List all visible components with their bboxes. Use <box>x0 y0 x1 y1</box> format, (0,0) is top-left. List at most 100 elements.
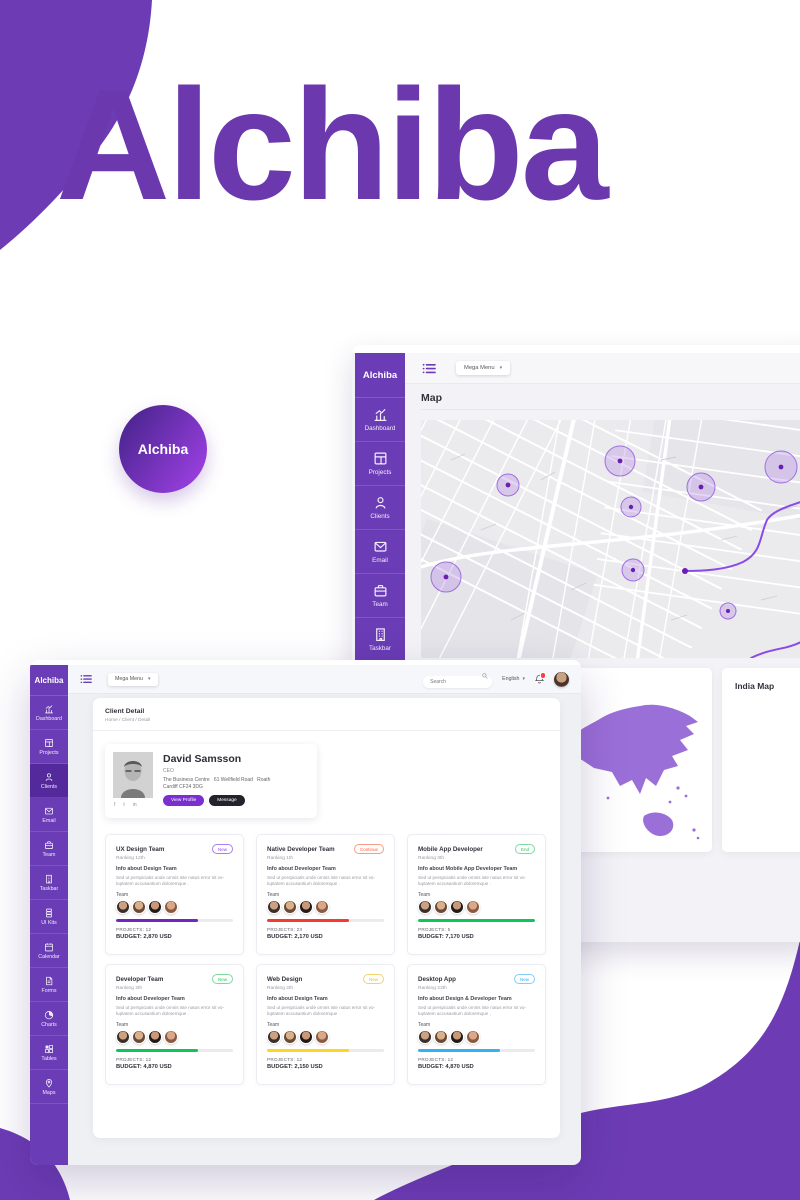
linkedin-icon[interactable]: in <box>132 802 137 808</box>
street-map[interactable] <box>421 420 800 658</box>
sidebar-item-label: Email <box>42 817 56 824</box>
sidebar-item-label: Taskbar <box>368 645 392 652</box>
avatar <box>466 1029 480 1044</box>
avatar <box>434 1029 448 1044</box>
ranking-label: Ranking 23th <box>418 986 447 991</box>
sidebar-item-email[interactable]: Email <box>355 530 405 574</box>
sidebar-item-label: Dashboard <box>364 425 396 432</box>
team-avatars <box>116 1029 233 1044</box>
sidebar-item-dashboard[interactable]: Dashboard <box>355 398 405 442</box>
sidebar-item-projects[interactable]: Projects <box>30 730 68 764</box>
progress-bar <box>267 918 384 922</box>
status-badge: End <box>514 844 535 854</box>
sidebar-item-forms[interactable]: Forms <box>30 968 68 1002</box>
budget-stat: BUDGET: 2,170 USD <box>267 934 384 940</box>
clients-icon <box>373 495 388 510</box>
sidebar-item-team[interactable]: Team <box>355 574 405 618</box>
sidebar-item-ui-kits[interactable]: UI Kits <box>30 900 68 934</box>
facebook-icon[interactable]: f <box>114 802 116 808</box>
team-avatars <box>418 899 535 914</box>
menu-toggle-icon[interactable] <box>422 362 436 374</box>
india-map-card: India Map <box>722 668 800 852</box>
mega-menu-button[interactable]: Mega Menu ▾ <box>108 672 158 686</box>
sidebar-item-tables[interactable]: Tables <box>30 1036 68 1070</box>
avatar <box>315 1029 329 1044</box>
projects-stat: PROJECTS: 5 <box>418 927 535 932</box>
info-title: Info about Design Team <box>267 996 328 1002</box>
sidebar-item-label: Clients <box>370 513 390 520</box>
sidebar-item-taskbar[interactable]: Taskbar <box>30 866 68 900</box>
ranking-label: Ranking 1th <box>267 856 294 861</box>
progress-fill <box>267 1048 349 1052</box>
sidebar-item-clients[interactable]: Clients <box>355 486 405 530</box>
avatar <box>315 899 329 914</box>
card-description: Sed ut perspiciatis unde omnis iste natu… <box>418 875 527 887</box>
sidebar-item-team[interactable]: Team <box>30 832 68 866</box>
twitter-icon[interactable]: t <box>123 802 125 808</box>
team-card-title: Developer Team <box>116 975 164 983</box>
maps-icon <box>44 1078 54 1088</box>
notifications-bell-icon[interactable] <box>535 672 546 684</box>
progress-fill <box>418 1048 500 1052</box>
projects-label: PROJECTS: <box>267 1056 296 1062</box>
breadcrumb[interactable]: Home / Client / Detail <box>105 718 151 723</box>
team-card-title: Web Design <box>267 975 303 983</box>
avatar <box>450 1029 464 1044</box>
card-description: Sed ut perspiciatis unde omnis iste natu… <box>267 1005 376 1017</box>
back-dashboard-screenshot: Alchiba Dashboard Projects Clients Email… <box>352 345 800 942</box>
progress-bar <box>116 918 233 922</box>
client-name: David Samsson <box>163 753 242 765</box>
notification-dot <box>539 672 546 679</box>
projects-stat: PROJECTS: 12 <box>116 1057 233 1062</box>
menu-toggle-icon[interactable] <box>80 674 92 684</box>
projects-value: 23 <box>296 926 303 932</box>
team-label: Team <box>267 1021 280 1028</box>
info-title: Info about Developer Team <box>267 866 336 872</box>
sidebar-item-clients[interactable]: Clients <box>30 764 68 798</box>
projects-label: PROJECTS: <box>418 926 447 932</box>
top-header-bar: Mega Menu ▾ <box>405 353 800 384</box>
projects-label: PROJECTS: <box>116 926 145 932</box>
budget-value: 2,870 USD <box>143 933 172 940</box>
search-box <box>423 670 493 688</box>
info-title: Info about Design & Developer Team <box>418 996 512 1002</box>
calendar-icon <box>44 942 54 952</box>
sidebar-item-label: Projects <box>39 749 59 756</box>
decorative-blob-bottom-right <box>374 940 800 1200</box>
budget-value: 4,870 USD <box>445 1063 474 1070</box>
avatar <box>116 1029 130 1044</box>
caret-down-icon: ▾ <box>522 675 525 682</box>
sidebar-item-maps[interactable]: Maps <box>30 1070 68 1104</box>
message-button[interactable]: Message <box>209 795 245 806</box>
status-badge: New <box>513 974 535 984</box>
sidebar-brand: Alchiba <box>30 665 68 696</box>
sidebar-item-email[interactable]: Email <box>30 798 68 832</box>
search-input[interactable] <box>423 676 493 688</box>
avatar <box>450 899 464 914</box>
taskbar-icon <box>44 874 54 884</box>
projects-stat: PROJECTS: 12 <box>267 1057 384 1062</box>
language-selector[interactable]: English ▾ <box>502 676 525 682</box>
tables-icon <box>44 1044 54 1054</box>
sidebar-item-label: Dashboard <box>36 715 62 722</box>
avatar <box>132 899 146 914</box>
team-label: Team <box>418 1021 431 1028</box>
divider <box>93 730 560 731</box>
budget-stat: BUDGET: 7,170 USD <box>418 934 535 940</box>
sidebar-item-calendar[interactable]: Calendar <box>30 934 68 968</box>
team-card-title: Desktop App <box>418 975 456 983</box>
sidebar-item-taskbar[interactable]: Taskbar <box>355 618 405 662</box>
avatar <box>299 1029 313 1044</box>
sidebar-item-charts[interactable]: Charts <box>30 1002 68 1036</box>
sidebar-item-projects[interactable]: Projects <box>355 442 405 486</box>
sidebar-item-dashboard[interactable]: Dashboard <box>30 696 68 730</box>
ui-kits-icon <box>44 908 54 918</box>
view-profile-button[interactable]: View Profile <box>163 795 205 806</box>
client-address-line1: The Business Centre 61 Wellfield Road Ro… <box>163 777 271 783</box>
budget-stat: BUDGET: 2,150 USD <box>267 1064 384 1070</box>
user-avatar[interactable] <box>554 671 569 687</box>
team-label: Team <box>116 1021 129 1028</box>
mega-menu-button[interactable]: Mega Menu ▾ <box>456 361 511 375</box>
window-top-edge <box>352 345 800 353</box>
sidebar-item-label: Calendar <box>38 953 60 960</box>
